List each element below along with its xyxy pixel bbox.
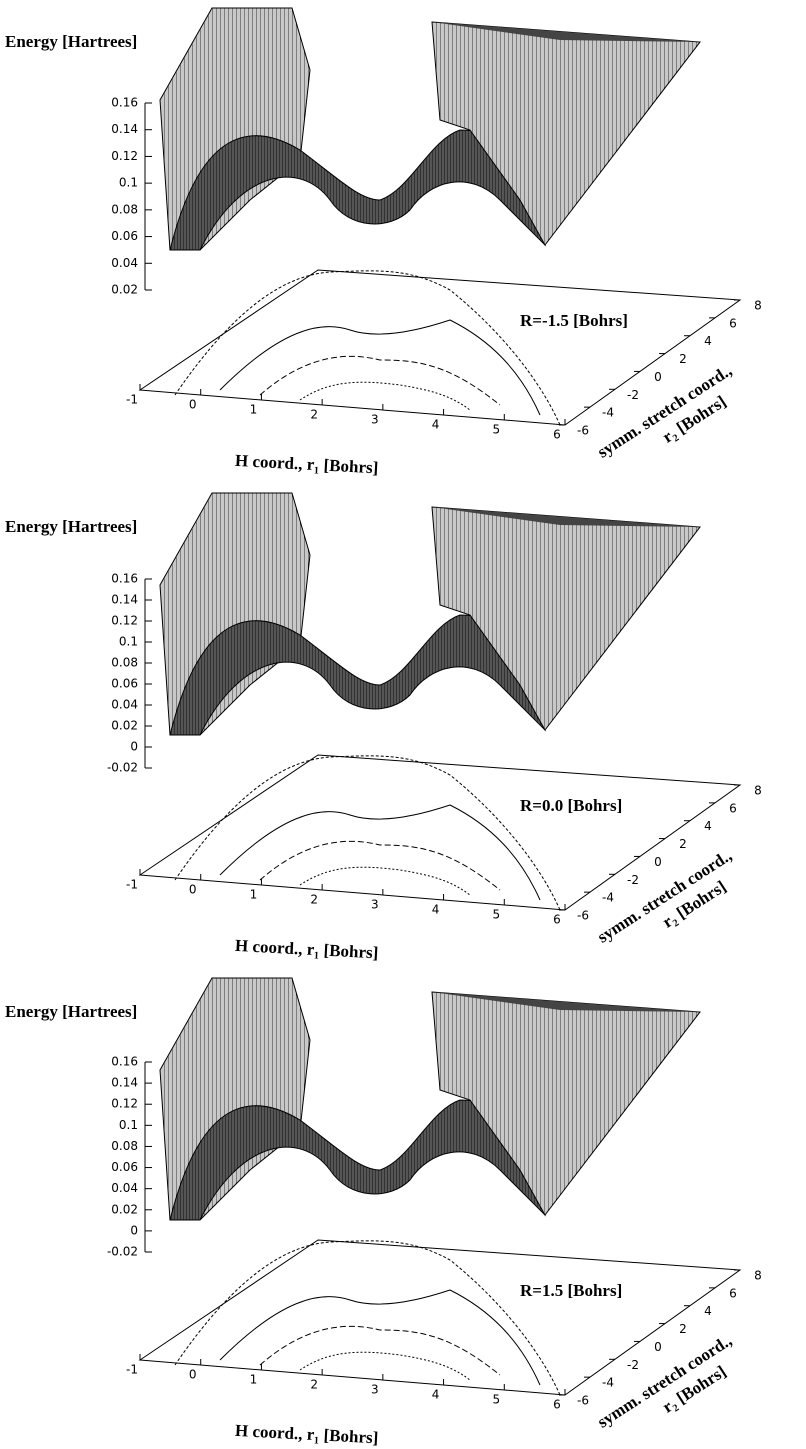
- z-tick-label: 0.1: [119, 635, 138, 649]
- base-plane: [140, 1240, 740, 1395]
- z-tick-label: 0.16: [111, 572, 138, 586]
- y-tick-label: 2: [679, 1322, 687, 1336]
- base-plane: [140, 755, 740, 910]
- x-tick-label: 6: [553, 913, 561, 927]
- annotation: R=1.5 [Bohrs]: [520, 1281, 622, 1300]
- x-tick-label: 2: [310, 408, 318, 422]
- z-axis-label: Energy [Hartrees]: [5, 517, 137, 536]
- z-tick-label: 0.12: [111, 614, 138, 628]
- y-tick-label: 6: [729, 1286, 737, 1300]
- z-tick-label: -0.02: [107, 761, 138, 775]
- x-tick-label: 5: [492, 908, 500, 922]
- z-tick-label: 0.12: [111, 149, 138, 163]
- z-tick-label: 0.06: [111, 1160, 138, 1174]
- z-tick-label: 0.1: [119, 1118, 138, 1132]
- y-tick-label: 6: [729, 801, 737, 815]
- z-tick-label: 0.12: [111, 1097, 138, 1111]
- x-tick-label: 1: [250, 1373, 258, 1387]
- y-tick-label: -6: [577, 424, 589, 438]
- y-tick-label: -6: [577, 909, 589, 923]
- contours: [175, 756, 560, 910]
- z-tick-label: 0.08: [111, 1139, 138, 1153]
- panel: -0.02 0 0.02 0.04 0.06 0.08 0.1 0.12 0.14 0.16 Ene…: [5, 493, 762, 962]
- z-tick-label: 0.08: [111, 202, 138, 216]
- y-tick-label: 8: [754, 299, 762, 313]
- x-axis-label: H coord., r₁ [Bohrs]: [235, 451, 379, 477]
- y-tick-label: -4: [602, 891, 614, 905]
- z-tick-label: 0.06: [111, 677, 138, 691]
- z-tick-label: 0.02: [111, 719, 138, 733]
- y-tick-label: 4: [704, 1304, 712, 1318]
- y-tick-label: -4: [602, 406, 614, 420]
- base-plane: [140, 270, 740, 425]
- z-axis-label: Energy [Hartrees]: [5, 32, 137, 51]
- z-tick-label: 0.14: [111, 122, 138, 136]
- y-tick-label: -2: [627, 1358, 639, 1372]
- z-tick-label: 0.16: [111, 1055, 138, 1069]
- surface: [160, 978, 700, 1220]
- y-tick-label: 2: [679, 837, 687, 851]
- x-tick-label: 4: [432, 903, 440, 917]
- x-tick-label: 0: [189, 883, 197, 897]
- z-tick-label: 0.06: [111, 229, 138, 243]
- surface: [160, 493, 700, 735]
- z-tick-label: 0.16: [111, 96, 138, 110]
- z-tick-label: 0.1: [119, 176, 138, 190]
- z-tick-label: 0.14: [111, 1076, 138, 1090]
- z-tick-label: 0: [130, 1223, 138, 1237]
- x-tick-label: 4: [432, 418, 440, 432]
- figure: 0.020.040.060.080.10.120.140.16Energy [H…: [0, 0, 806, 1449]
- y-tick-label: 8: [754, 784, 762, 798]
- z-tick-label: 0.08: [111, 656, 138, 670]
- y-tick-label: -2: [627, 873, 639, 887]
- y-tick-label: 2: [679, 352, 687, 366]
- z-tick-label: 0: [130, 740, 138, 754]
- x-tick-label: 3: [371, 898, 379, 912]
- x-tick-label: 1: [250, 403, 258, 417]
- z-tick-label: 0.04: [111, 1181, 138, 1195]
- surface: [160, 8, 700, 250]
- y-tick-label: -4: [602, 1376, 614, 1390]
- y-tick-label: 0: [654, 855, 662, 869]
- panel: 0.02 0.04 0.06 0.08 0.1 0.12 0.14 0.16 Energy [H…: [5, 8, 762, 477]
- y-tick-label: 4: [704, 334, 712, 348]
- x-tick-label: 5: [492, 1393, 500, 1407]
- x-tick-label: -1: [126, 878, 138, 892]
- x-tick-label: 6: [553, 1398, 561, 1412]
- y-tick-label: 0: [654, 370, 662, 384]
- x-tick-label: 0: [189, 1368, 197, 1382]
- z-tick-label: 0.02: [111, 1202, 138, 1216]
- z-tick-label: 0.14: [111, 593, 138, 607]
- z-axis-label: Energy [Hartrees]: [5, 1002, 137, 1021]
- x-tick-label: 6: [553, 428, 561, 442]
- y-tick-label: -2: [627, 388, 639, 402]
- x-tick-label: 3: [371, 413, 379, 427]
- x-tick-label: 4: [432, 1388, 440, 1402]
- y-tick-label: 6: [729, 316, 737, 330]
- x-tick-label: 3: [371, 1383, 379, 1397]
- contours: [175, 271, 560, 425]
- z-tick-label: 0.04: [111, 256, 138, 270]
- x-tick-label: 5: [492, 423, 500, 437]
- panel: -0.02 0 0.02 0.04 0.06 0.08 0.1 0.12 0.14 0.16 Ene…: [5, 978, 762, 1447]
- z-tick-label: 0.02: [111, 283, 138, 297]
- x-tick-label: 1: [250, 888, 258, 902]
- contours: [175, 1241, 560, 1395]
- annotation: R=-1.5 [Bohrs]: [520, 311, 628, 330]
- x-tick-label: 0: [189, 398, 197, 412]
- y-tick-label: 8: [754, 1269, 762, 1283]
- y-tick-label: 0: [654, 1340, 662, 1354]
- x-tick-label: -1: [126, 1363, 138, 1377]
- x-axis-label: H coord., r₁ [Bohrs]: [235, 1421, 379, 1447]
- x-tick-label: 2: [310, 893, 318, 907]
- z-tick-label: 0.04: [111, 698, 138, 712]
- x-axis-label: H coord., r₁ [Bohrs]: [235, 936, 379, 962]
- annotation: R=0.0 [Bohrs]: [520, 796, 622, 815]
- x-tick-label: 2: [310, 1378, 318, 1392]
- y-tick-label: -6: [577, 1394, 589, 1408]
- x-tick-label: -1: [126, 393, 138, 407]
- z-tick-label: -0.02: [107, 1245, 138, 1259]
- y-tick-label: 4: [704, 819, 712, 833]
